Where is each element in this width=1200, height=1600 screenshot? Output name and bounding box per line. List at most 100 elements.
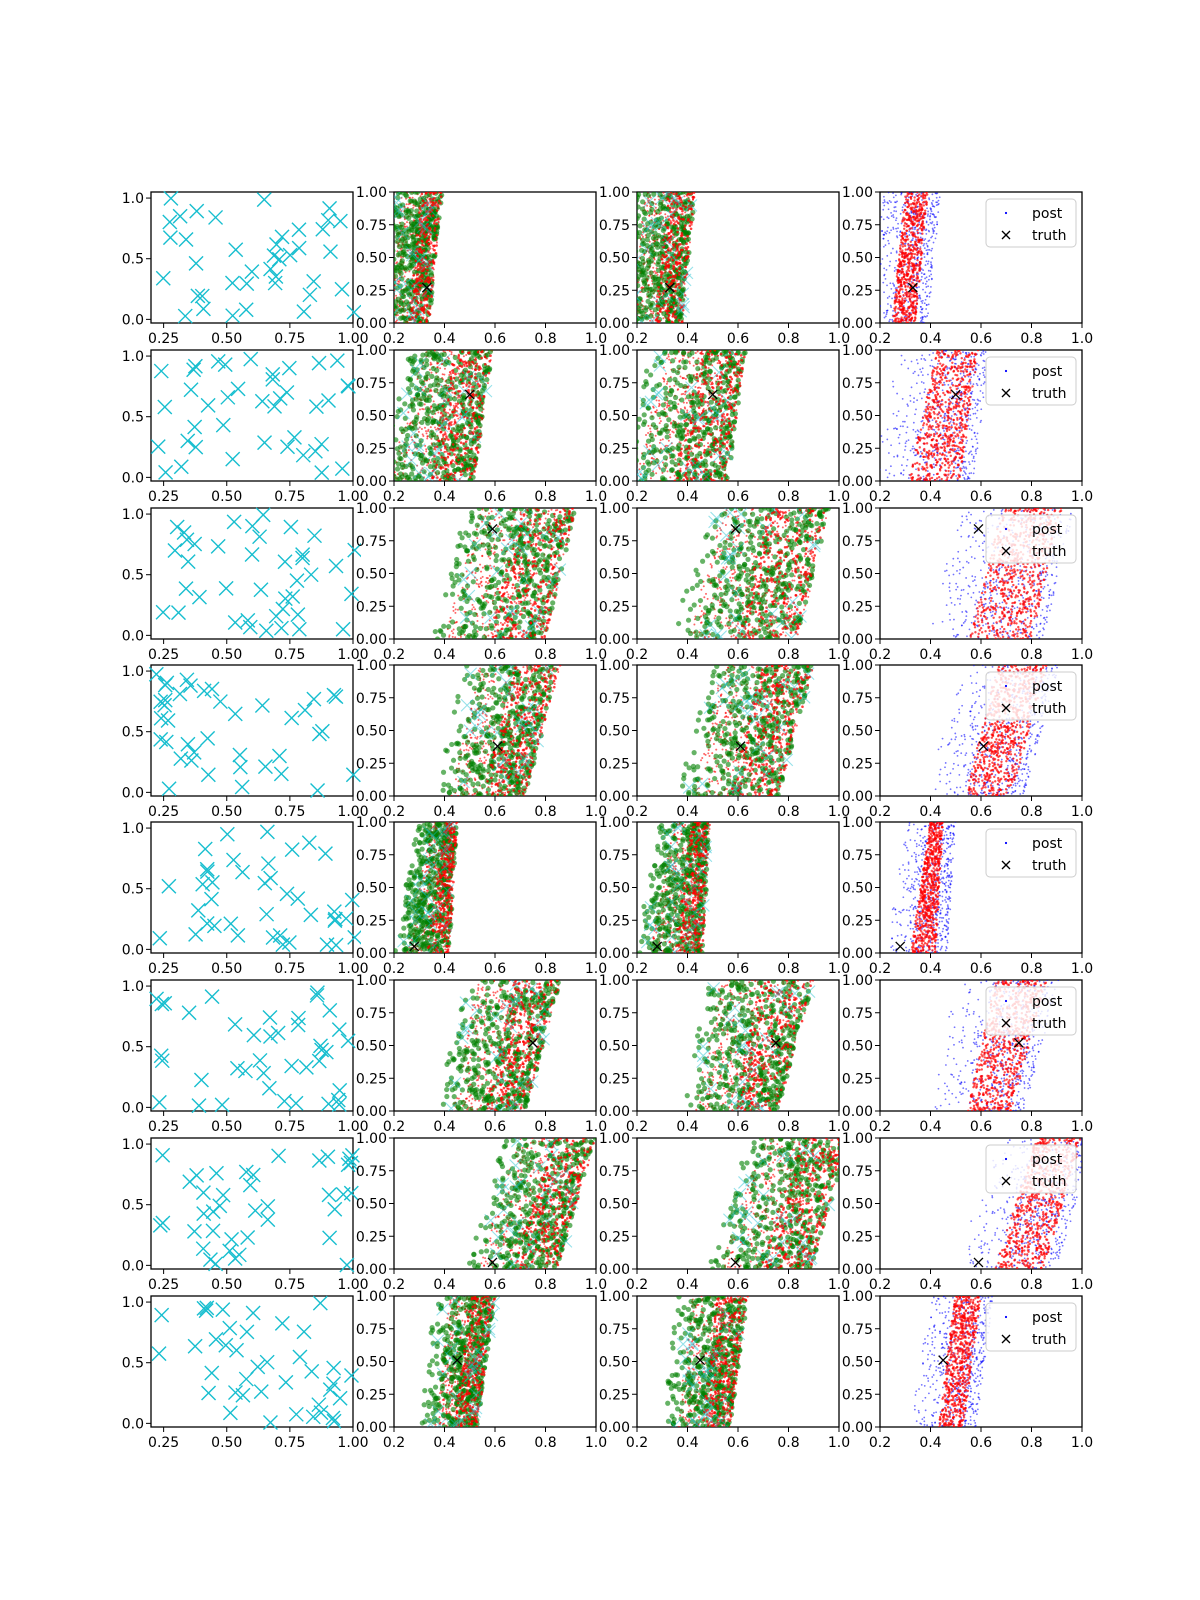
row1-col1-sample-36 xyxy=(334,281,350,297)
row1-col1-sample-6 xyxy=(346,304,361,320)
row1-col4-red-point-556 xyxy=(913,256,916,260)
row1-col4-blue-point-128 xyxy=(923,247,926,250)
row2-col2-red-core-point-167 xyxy=(437,428,441,431)
row1-col2-red-core-point-119 xyxy=(419,306,423,309)
row1-col3-red-point-443 xyxy=(647,199,650,202)
row1-col2-red-core-point-112 xyxy=(435,222,438,226)
row1-col3-red-core-point-128 xyxy=(670,255,673,259)
row1-col2-truth-marker xyxy=(421,282,432,293)
row1-col3-red-core-point-222 xyxy=(675,260,678,264)
row1-col4-red-point-631 xyxy=(908,278,912,281)
row1-col3-red-core-point-194 xyxy=(656,316,659,319)
row1-col4-blue-point-235 xyxy=(888,320,891,323)
row1-col2-red-point-235 xyxy=(409,248,412,251)
row1-col2-green-point-223 xyxy=(394,256,397,262)
row2-col2-red-core-point-186 xyxy=(444,417,448,421)
row1-col4-blue-point-544 xyxy=(907,301,910,303)
row1-col4-red-point-205 xyxy=(904,209,907,212)
row1-col3-ytick-label-3: 0.75 xyxy=(599,218,630,234)
row2-col2-red-core-point-140 xyxy=(455,414,459,417)
row1-col1-sample-30 xyxy=(266,248,282,264)
row1-col2-green-point-346 xyxy=(374,304,379,309)
row2-col1-xtick-label-1: 0.50 xyxy=(211,489,242,505)
row1-col3-red-core-point-78 xyxy=(685,242,688,246)
row2-col2-red-core-point-119 xyxy=(463,458,467,462)
row2-col2-red-core-point-13 xyxy=(473,464,477,468)
row1-col2-cyan-cross-24 xyxy=(406,294,420,308)
row2-col2-red-point-291 xyxy=(429,363,432,366)
row1-col4-red-point-532 xyxy=(918,193,921,196)
row1-col4-red-point-327 xyxy=(898,278,901,282)
row1-col4-red-point-412 xyxy=(915,248,918,252)
row1-col4-red-point-436 xyxy=(912,304,915,307)
row1-col2-red-core-point-229 xyxy=(419,279,423,283)
row1-col3-cyan-cross-16 xyxy=(670,196,684,209)
row1-col4-red-point-517 xyxy=(903,306,906,310)
row1-col3-green-point-12 xyxy=(623,270,628,275)
row1-col4-blue-point-85 xyxy=(892,226,895,229)
row1-col2-xtick-label-3: 0.8 xyxy=(534,331,556,347)
row2-col2-green-point-292 xyxy=(398,407,404,413)
row2-col2-red-core-point-237 xyxy=(474,376,477,379)
row1-col2-red-core-point-224 xyxy=(435,233,439,237)
row1-col3-green-point-230 xyxy=(647,209,654,216)
row1-col4-red-point-454 xyxy=(915,220,919,223)
row1-col4-blue-point-392 xyxy=(928,275,931,277)
row1-col3-red-core-point-251 xyxy=(692,192,696,194)
row1-col4-blue-point-481 xyxy=(937,199,940,202)
row1-col1-sample-25 xyxy=(208,209,224,225)
row2-col2-red-core-point-47 xyxy=(453,477,456,481)
row1-col3-red-core-point-218 xyxy=(674,273,678,277)
row2-col2-red-core-point-76 xyxy=(450,362,454,366)
row1-col3-red-core-point-174 xyxy=(688,204,691,208)
row1-col2-ytick-label-3: 0.75 xyxy=(356,218,387,234)
row1-col3-green-point-308 xyxy=(637,282,641,289)
row2-col2-red-core-point-85 xyxy=(474,417,478,420)
row1-col3-green-point-260 xyxy=(630,211,635,216)
row1-col3-red-core-point-102 xyxy=(684,205,688,209)
row1-col3-green-point-10 xyxy=(621,308,626,313)
row2-col2-red-core-point-62 xyxy=(463,426,466,430)
row1-col3-red-core-point-49 xyxy=(681,308,685,312)
row2-col2-red-core-point-171 xyxy=(454,479,457,481)
row1-col2-cyan-cross-21 xyxy=(420,221,433,235)
row1-col3-green-point-392 xyxy=(637,220,638,225)
row2-col2-red-core-point-63 xyxy=(487,371,491,375)
row1-col4-red-point-597 xyxy=(901,298,904,302)
row1-col4-red-point-638 xyxy=(896,279,899,283)
row1-col3-red-core-point-169 xyxy=(678,271,681,275)
row2-col2-red-core-point-96 xyxy=(454,421,457,425)
row2-col2-green-point-362 xyxy=(431,382,437,388)
row1-col2-green-point-343 xyxy=(394,205,400,211)
row1-col2-red-core-point-83 xyxy=(416,264,420,267)
row1-col4-blue-point-314 xyxy=(921,199,923,201)
row2-col2-green-point-365 xyxy=(445,446,452,452)
row1-col4-red-point-279 xyxy=(904,297,907,300)
row1-col4-blue-point-267 xyxy=(927,278,930,281)
row1-col3-red-core-point-230 xyxy=(661,254,665,257)
row1-col4-red-point-447 xyxy=(910,208,913,211)
row1-col3-red-core-point-219 xyxy=(685,272,689,276)
row1-col4-red-point-432 xyxy=(905,310,908,314)
row1-col3-red-core-point-103 xyxy=(669,237,673,240)
row2-col2-red-point-465 xyxy=(440,449,443,452)
row1-col2-green-point-361 xyxy=(400,243,406,249)
row1-col3-red-point-196 xyxy=(641,286,644,289)
row1-col3-green-point-149 xyxy=(637,210,638,215)
row1-col2-red-core-point-184 xyxy=(421,240,424,243)
row1-col2-green-point-57 xyxy=(388,232,393,237)
row1-col2-red-core-point-35 xyxy=(434,237,437,240)
row1-col2-red-core-point-115 xyxy=(439,201,442,205)
row2-col2-red-point-260 xyxy=(425,430,428,433)
row1-col2-green-point-228 xyxy=(414,192,421,195)
row1-col4-red-point-335 xyxy=(895,288,898,292)
row1-col3-red-core-point-241 xyxy=(656,312,660,315)
row1-col2-red-core-point-76 xyxy=(421,316,425,320)
row1-col1-ytick-label-1: 0.5 xyxy=(122,252,144,268)
row1-col3-red-core-point-138 xyxy=(672,295,676,299)
row1-col3-red-point-446 xyxy=(692,198,695,201)
row1-col4-red-point-641 xyxy=(900,271,903,275)
row2-col2-green-point-373 xyxy=(449,435,455,441)
row1-col2-green-point-390 xyxy=(395,229,401,236)
row1-col4-blue-point-278 xyxy=(918,322,921,323)
